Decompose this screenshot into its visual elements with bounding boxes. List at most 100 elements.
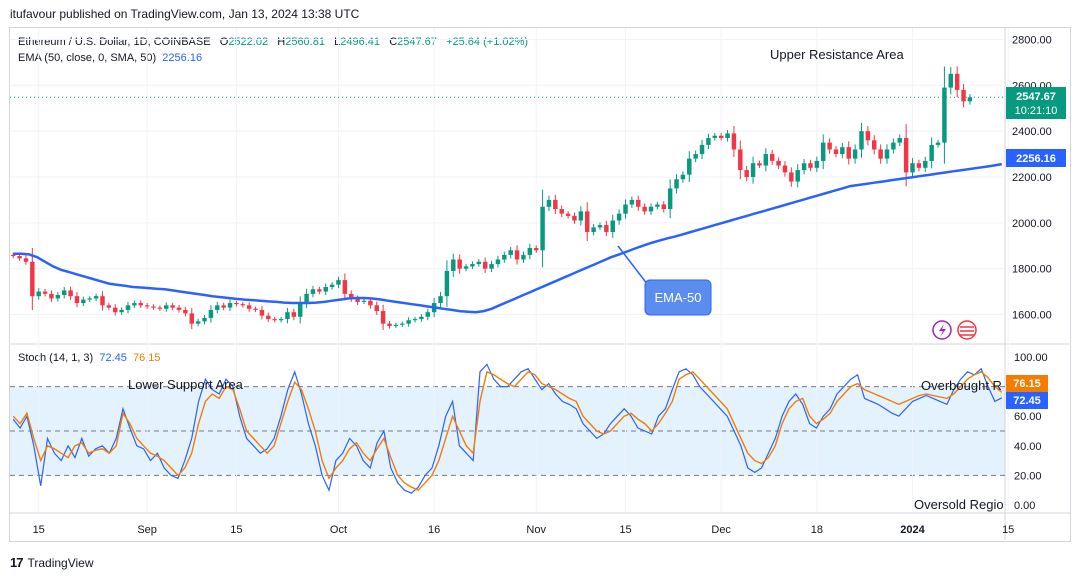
candle-body [578, 211, 584, 221]
low-label: L [334, 36, 341, 48]
lower-support-label: Lower Support Area [128, 377, 244, 392]
candle-body [291, 312, 297, 317]
candle-body [687, 158, 692, 175]
candle-body [565, 213, 571, 216]
candle-body [750, 163, 756, 177]
candle-body [49, 293, 54, 299]
stoch-label: Stoch (14, 1, 3) [18, 352, 94, 364]
price-tick-label: 1800.00 [1012, 264, 1052, 276]
time-tick-label: 15 [230, 524, 242, 536]
candle-body [929, 144, 934, 161]
time-tick-label: Sep [137, 524, 157, 536]
candle-body [119, 309, 124, 313]
candle-body [438, 296, 443, 304]
candle-body [623, 204, 628, 214]
ema-callout-box [644, 279, 712, 316]
candle-body [616, 213, 622, 221]
candle-body [572, 215, 577, 221]
stoch-d-badge [1006, 375, 1048, 392]
candle-body [208, 309, 214, 318]
candle-body [81, 299, 86, 304]
candle-body [604, 225, 609, 232]
candle-body [935, 142, 941, 145]
ema-callout-pointer [617, 245, 649, 286]
candle-body [699, 144, 705, 155]
stoch-k-value: 72.45 [99, 352, 127, 364]
candle-body [253, 308, 258, 310]
tradingview-brand-name: TradingView [27, 555, 94, 570]
candle-body [259, 309, 265, 316]
candle-body [674, 179, 679, 189]
candle-body [310, 289, 316, 294]
candle-body [718, 135, 724, 139]
candle-body [789, 172, 794, 182]
candle-body [457, 259, 462, 269]
candle-body [865, 131, 871, 141]
candle-body [738, 149, 743, 171]
ema-label: EMA (50, close, 0, SMA, 50) [18, 52, 157, 64]
us-flag-icon[interactable] [957, 320, 977, 340]
candle-body [412, 319, 418, 321]
chart-frame [9, 27, 1071, 542]
ema-value: 2256.16 [162, 52, 203, 64]
price-tick-label: 2800.00 [1012, 34, 1052, 46]
candle-body [138, 303, 143, 306]
candle-body [954, 73, 960, 90]
candle-body [451, 259, 456, 271]
candle-body [329, 284, 335, 287]
time-tick-label: Dec [711, 524, 731, 536]
candle-body [61, 290, 67, 296]
candle-body [801, 163, 807, 171]
candle-body [93, 296, 99, 299]
grid-layer [10, 28, 1070, 540]
candle-body [189, 313, 195, 324]
stoch-tick-label: 60.00 [1014, 411, 1042, 423]
candle-body [782, 165, 788, 173]
candle-body [508, 250, 513, 255]
candle-body [406, 320, 411, 324]
candle-body [820, 142, 826, 161]
candle-body [195, 321, 201, 324]
last-price-badge-value: 2547.67 [1016, 91, 1056, 103]
time-tick-label: Nov [526, 524, 546, 536]
candle-body [30, 261, 35, 297]
candle-body [553, 199, 558, 210]
candle-body [757, 163, 762, 166]
candle-body [642, 206, 647, 212]
candle-body [164, 305, 169, 309]
time-tick-label: 18 [811, 524, 823, 536]
ema-badge-value: 2256.16 [1016, 153, 1056, 165]
candle-body [246, 305, 252, 309]
candle-body [234, 303, 239, 305]
candle-body [336, 280, 341, 285]
time-tick-label: 15 [619, 524, 631, 536]
ema-legend: EMA (50, close, 0, SMA, 50) 2256.16 [18, 52, 202, 64]
candle-body [323, 286, 328, 292]
candle-body [827, 142, 832, 150]
candle-body [903, 138, 909, 173]
candle-body [387, 323, 392, 326]
tradingview-brand[interactable]: 17 TradingView [10, 555, 94, 570]
candle-body [833, 149, 839, 155]
ema-badge [1006, 149, 1066, 167]
time-tick-label: 2024 [900, 524, 925, 536]
candle-body [846, 147, 851, 159]
candle-body [502, 254, 507, 260]
ema-layer [13, 162, 1003, 314]
time-tick-label: Oct [330, 524, 347, 536]
candle-body [393, 324, 399, 326]
candle-body [533, 248, 539, 251]
candle-body [527, 248, 533, 255]
candle-body [910, 163, 915, 173]
stoch-tick-label: 100.00 [1014, 352, 1048, 364]
candle-body [546, 199, 552, 207]
candle-body [495, 259, 501, 265]
candle-body [17, 256, 22, 259]
open-label: O [219, 36, 229, 48]
price-tick-label: 2000.00 [1012, 218, 1052, 230]
candle-body [317, 289, 322, 292]
time-tick-label: 15 [33, 524, 45, 536]
candle-body [113, 307, 118, 313]
candle-body [840, 147, 845, 155]
